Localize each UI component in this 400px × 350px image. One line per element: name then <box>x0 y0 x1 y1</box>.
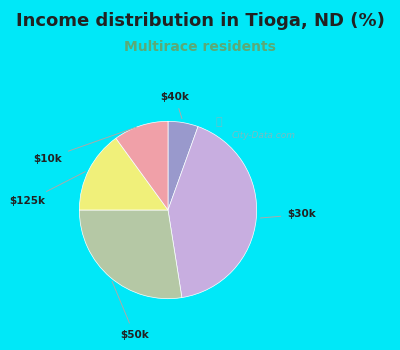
Wedge shape <box>168 121 198 210</box>
Wedge shape <box>79 138 168 210</box>
Text: $10k: $10k <box>33 127 137 163</box>
Text: Multirace residents: Multirace residents <box>124 40 276 54</box>
Text: City-Data.com: City-Data.com <box>232 131 296 140</box>
Wedge shape <box>79 210 182 299</box>
Text: $125k: $125k <box>10 172 85 206</box>
Text: $40k: $40k <box>161 92 190 119</box>
Text: Income distribution in Tioga, ND (%): Income distribution in Tioga, ND (%) <box>16 12 384 30</box>
Text: ⓘ: ⓘ <box>216 117 222 127</box>
Text: $30k: $30k <box>260 209 316 219</box>
Wedge shape <box>168 127 257 298</box>
Wedge shape <box>116 121 168 210</box>
Text: $50k: $50k <box>112 281 149 340</box>
